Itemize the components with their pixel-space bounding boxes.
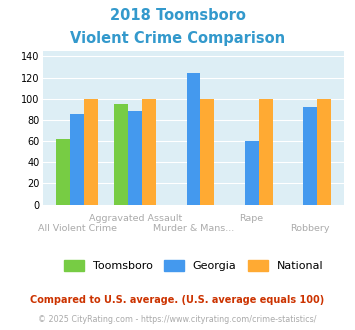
Bar bbox=[56, 139, 70, 205]
Bar bbox=[114, 104, 129, 205]
Bar bbox=[201, 99, 214, 205]
Bar bbox=[317, 99, 331, 205]
Bar bbox=[245, 141, 258, 205]
Bar bbox=[70, 114, 84, 205]
Bar bbox=[84, 99, 98, 205]
Bar bbox=[303, 107, 317, 205]
Text: Robbery: Robbery bbox=[290, 224, 329, 233]
Bar bbox=[186, 73, 201, 205]
Text: Compared to U.S. average. (U.S. average equals 100): Compared to U.S. average. (U.S. average … bbox=[31, 295, 324, 305]
Text: Violent Crime Comparison: Violent Crime Comparison bbox=[70, 31, 285, 46]
Text: Rape: Rape bbox=[240, 214, 264, 223]
Legend: Toomsboro, Georgia, National: Toomsboro, Georgia, National bbox=[59, 255, 328, 276]
Bar bbox=[129, 112, 142, 205]
Text: © 2025 CityRating.com - https://www.cityrating.com/crime-statistics/: © 2025 CityRating.com - https://www.city… bbox=[38, 315, 317, 324]
Bar bbox=[258, 99, 273, 205]
Text: All Violent Crime: All Violent Crime bbox=[38, 224, 117, 233]
Text: 2018 Toomsboro: 2018 Toomsboro bbox=[110, 8, 245, 23]
Bar bbox=[142, 99, 156, 205]
Text: Murder & Mans...: Murder & Mans... bbox=[153, 224, 234, 233]
Text: Aggravated Assault: Aggravated Assault bbox=[89, 214, 182, 223]
